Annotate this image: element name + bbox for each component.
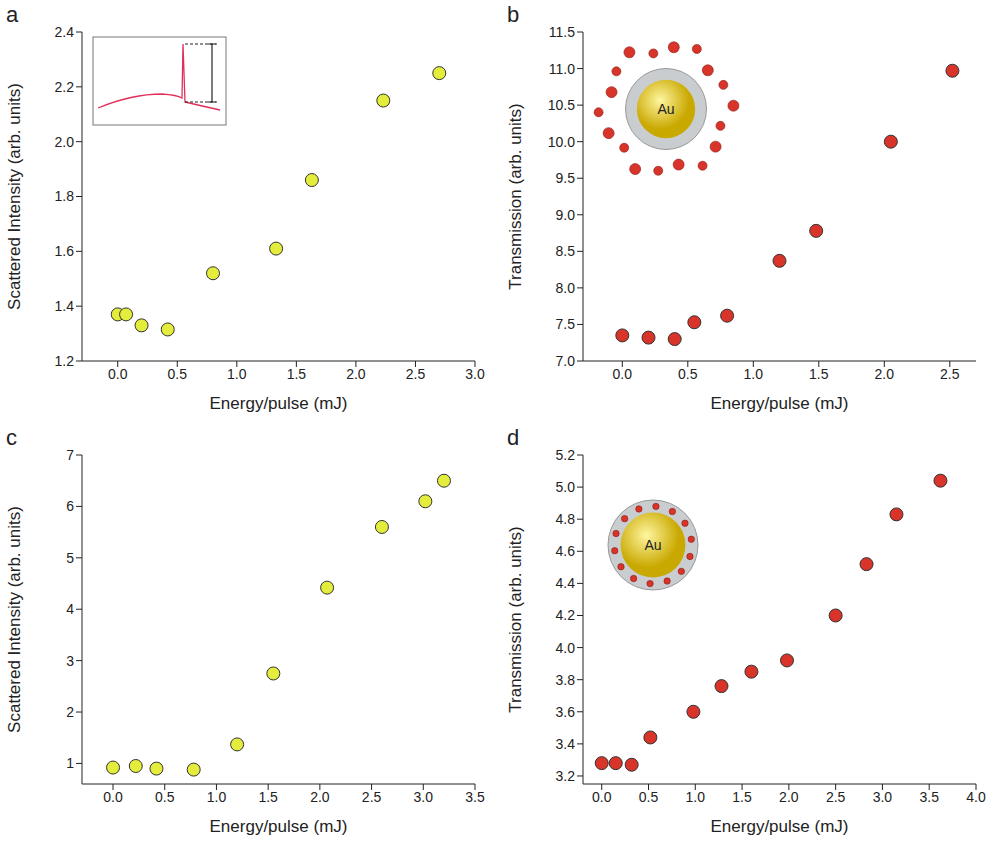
svg-text:1.6: 1.6 xyxy=(55,243,75,259)
svg-text:4.2: 4.2 xyxy=(556,607,576,623)
svg-text:1.0: 1.0 xyxy=(686,789,706,805)
svg-text:5.0: 5.0 xyxy=(556,479,576,495)
html-text:b: b xyxy=(507,2,520,27)
svg-text:11.5: 11.5 xyxy=(549,24,575,40)
svg-text:Energy/pulse (mJ): Energy/pulse (mJ) xyxy=(210,394,348,413)
svg-text:Scattered Intensity (arb. unit: Scattered Intensity (arb. units) xyxy=(5,83,24,310)
svg-text:Energy/pulse (mJ): Energy/pulse (mJ) xyxy=(711,817,849,836)
svg-text:1.5: 1.5 xyxy=(809,366,829,382)
svg-text:0.0: 0.0 xyxy=(103,789,123,805)
svg-text:5: 5 xyxy=(66,550,74,566)
svg-text:2.0: 2.0 xyxy=(310,789,330,805)
svg-text:11.0: 11.0 xyxy=(549,61,575,77)
svg-text:Energy/pulse (mJ): Energy/pulse (mJ) xyxy=(711,394,849,413)
svg-text:4.4: 4.4 xyxy=(556,575,576,591)
svg-text:7: 7 xyxy=(66,447,74,463)
html-text:a: a xyxy=(6,2,19,27)
svg-text:Au: Au xyxy=(644,537,661,553)
svg-text:0.5: 0.5 xyxy=(155,789,175,805)
svg-text:2.5: 2.5 xyxy=(940,366,960,382)
svg-text:1.0: 1.0 xyxy=(227,366,247,382)
svg-text:2.5: 2.5 xyxy=(406,366,426,382)
svg-text:Energy/pulse (mJ): Energy/pulse (mJ) xyxy=(210,817,348,836)
svg-text:10.0: 10.0 xyxy=(548,134,575,150)
svg-text:0.5: 0.5 xyxy=(678,366,698,382)
svg-text:2.4: 2.4 xyxy=(55,24,75,40)
svg-text:3.0: 3.0 xyxy=(465,366,485,382)
svg-text:3.8: 3.8 xyxy=(556,672,576,688)
svg-text:6: 6 xyxy=(66,498,74,514)
svg-text:Au: Au xyxy=(657,101,674,117)
svg-text:1.5: 1.5 xyxy=(732,789,752,805)
svg-text:5.2: 5.2 xyxy=(556,447,576,463)
svg-text:2.5: 2.5 xyxy=(362,789,382,805)
svg-text:3: 3 xyxy=(66,653,74,669)
svg-text:1: 1 xyxy=(66,755,74,771)
svg-text:1.5: 1.5 xyxy=(258,789,278,805)
svg-text:1.0: 1.0 xyxy=(744,366,764,382)
svg-text:2.2: 2.2 xyxy=(55,79,75,95)
svg-text:4.8: 4.8 xyxy=(556,511,576,527)
svg-text:2.0: 2.0 xyxy=(346,366,366,382)
svg-text:0.5: 0.5 xyxy=(639,789,659,805)
svg-text:Scattered Intensity (arb. unit: Scattered Intensity (arb. units) xyxy=(5,506,24,733)
svg-text:Transmission (arb. units): Transmission (arb. units) xyxy=(506,526,525,712)
svg-text:1.5: 1.5 xyxy=(287,366,307,382)
svg-text:0.0: 0.0 xyxy=(592,789,612,805)
svg-text:3.0: 3.0 xyxy=(414,789,434,805)
svg-text:0.0: 0.0 xyxy=(108,366,128,382)
svg-text:Transmission (arb. units): Transmission (arb. units) xyxy=(506,103,525,289)
svg-text:4.6: 4.6 xyxy=(556,543,576,559)
svg-text:0.0: 0.0 xyxy=(613,366,633,382)
svg-text:3.4: 3.4 xyxy=(556,736,576,752)
svg-text:1.4: 1.4 xyxy=(55,298,75,314)
svg-text:1.0: 1.0 xyxy=(207,789,227,805)
svg-text:3.0: 3.0 xyxy=(873,789,893,805)
svg-text:0.5: 0.5 xyxy=(168,366,188,382)
svg-text:3.2: 3.2 xyxy=(556,768,576,784)
html-text:c: c xyxy=(6,425,17,450)
svg-text:2.0: 2.0 xyxy=(55,134,75,150)
svg-text:4.0: 4.0 xyxy=(556,640,576,656)
svg-text:1.8: 1.8 xyxy=(55,188,75,204)
svg-text:10.5: 10.5 xyxy=(548,97,575,113)
svg-text:3.6: 3.6 xyxy=(556,704,576,720)
svg-text:3.5: 3.5 xyxy=(919,789,939,805)
svg-text:3.5: 3.5 xyxy=(465,789,485,805)
svg-text:8.0: 8.0 xyxy=(556,280,576,296)
svg-text:4.0: 4.0 xyxy=(966,789,986,805)
svg-text:7.5: 7.5 xyxy=(556,316,576,332)
svg-text:2.0: 2.0 xyxy=(779,789,799,805)
svg-text:2.0: 2.0 xyxy=(875,366,895,382)
svg-text:2: 2 xyxy=(66,704,74,720)
svg-text:8.5: 8.5 xyxy=(556,243,576,259)
html-text:d: d xyxy=(507,425,520,450)
svg-text:4: 4 xyxy=(66,601,74,617)
svg-text:1.2: 1.2 xyxy=(55,353,75,369)
svg-text:9.5: 9.5 xyxy=(556,170,576,186)
svg-text:2.5: 2.5 xyxy=(826,789,846,805)
svg-text:7.0: 7.0 xyxy=(556,353,576,369)
svg-text:9.0: 9.0 xyxy=(556,207,576,223)
